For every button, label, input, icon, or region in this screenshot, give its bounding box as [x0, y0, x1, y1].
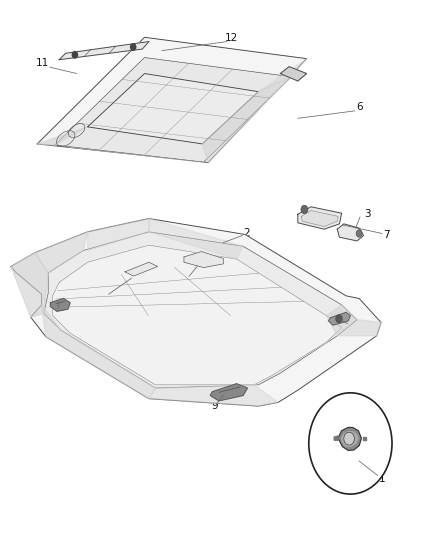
Polygon shape: [363, 437, 366, 440]
Polygon shape: [298, 207, 342, 229]
Polygon shape: [53, 245, 342, 385]
Polygon shape: [35, 232, 88, 273]
Polygon shape: [280, 67, 307, 81]
Text: 2: 2: [347, 320, 354, 330]
Polygon shape: [301, 211, 338, 227]
Circle shape: [336, 315, 342, 322]
Polygon shape: [184, 252, 223, 268]
Text: 3: 3: [364, 209, 371, 219]
Polygon shape: [59, 42, 149, 60]
Polygon shape: [37, 37, 307, 163]
Polygon shape: [37, 127, 88, 145]
Text: 1: 1: [378, 474, 385, 483]
Text: 9: 9: [211, 401, 218, 411]
Circle shape: [356, 230, 362, 237]
Text: 2: 2: [243, 229, 250, 238]
Polygon shape: [338, 427, 361, 450]
Polygon shape: [210, 384, 247, 401]
Polygon shape: [50, 298, 70, 311]
Polygon shape: [11, 219, 381, 406]
Polygon shape: [88, 74, 258, 144]
Polygon shape: [11, 253, 48, 317]
Circle shape: [344, 432, 354, 445]
Circle shape: [131, 44, 136, 50]
Polygon shape: [334, 436, 338, 440]
Text: 9: 9: [48, 304, 55, 314]
Text: 7: 7: [383, 230, 390, 239]
Circle shape: [309, 393, 392, 494]
Text: 11: 11: [36, 58, 49, 68]
Polygon shape: [342, 432, 358, 446]
Polygon shape: [44, 232, 357, 388]
Text: 12: 12: [225, 34, 238, 43]
Text: 6: 6: [356, 102, 363, 111]
Text: 4: 4: [101, 289, 108, 299]
Circle shape: [72, 52, 78, 58]
Polygon shape: [149, 385, 278, 406]
Polygon shape: [326, 305, 381, 336]
Polygon shape: [88, 219, 149, 251]
Polygon shape: [125, 262, 158, 276]
Polygon shape: [42, 305, 155, 399]
Circle shape: [301, 205, 308, 214]
Polygon shape: [55, 58, 291, 162]
Polygon shape: [258, 59, 307, 92]
Text: 5: 5: [183, 270, 190, 279]
Polygon shape: [149, 219, 243, 259]
Polygon shape: [337, 224, 364, 241]
Polygon shape: [202, 77, 291, 163]
Polygon shape: [328, 312, 350, 325]
